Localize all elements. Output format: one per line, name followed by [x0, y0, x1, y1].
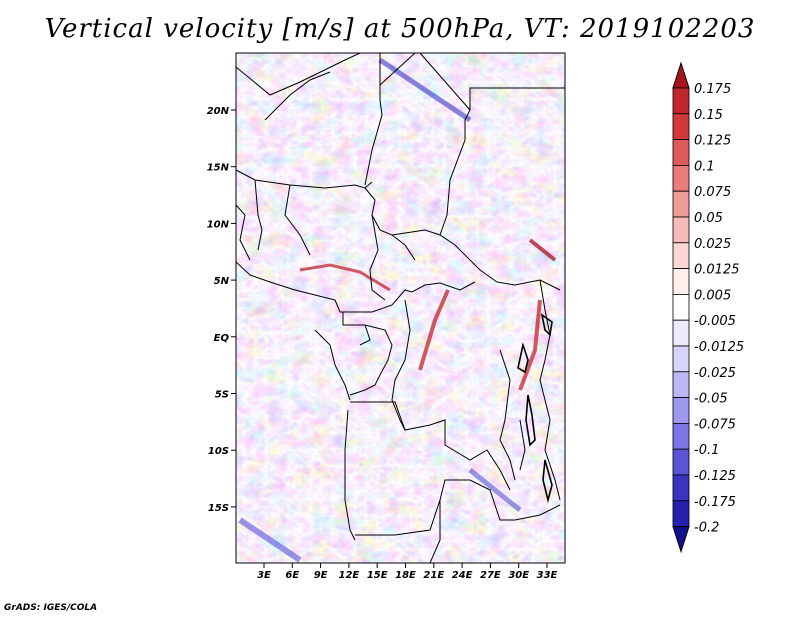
map-frame — [235, 52, 566, 564]
lat-label: EQ — [214, 333, 230, 344]
strong-downdraft-bands — [238, 57, 522, 563]
lon-label: 12E — [339, 570, 360, 581]
colorbar-segment — [672, 448, 690, 476]
colorbar-bottom-arrow — [672, 526, 690, 554]
colorbar-label: 0.005 — [694, 288, 731, 303]
colorbar-segment — [672, 371, 690, 398]
lon-label: 21E — [423, 570, 444, 581]
longitude-axis: 3E 6E 9E 12E 15E 18E 21E 24E 27E 30E 33E — [257, 563, 558, 581]
colorbar-label: 0.0125 — [694, 263, 740, 278]
lon-label: 18E — [395, 570, 416, 581]
latitude-axis: 20N 15N 10N 5N EQ 5S 10S 15S — [207, 106, 236, 514]
colorbar-label: 0.1 — [694, 159, 715, 174]
country-borders — [236, 53, 565, 563]
colorbar-label: 0.075 — [694, 185, 731, 200]
colorbar-label: -0.0125 — [694, 340, 744, 355]
colorbar-label: 0.175 — [694, 82, 731, 97]
colorbar-segment — [672, 474, 690, 502]
colorbar-segment — [672, 190, 690, 218]
colorbar-label: 0.15 — [694, 108, 723, 123]
strong-updraft-bands — [299, 238, 557, 391]
lat-label: 10S — [208, 446, 229, 457]
colorbar-segment — [672, 139, 690, 166]
colorbar-segment — [672, 293, 690, 321]
colorbar-label: -0.125 — [694, 469, 736, 484]
colorbar-segment — [672, 216, 690, 244]
map-title: Vertical velocity [m/s] at 500hPa, VT: 2… — [44, 14, 756, 44]
lat-label: 15N — [207, 163, 230, 174]
colorbar: 0.175 0.15 0.125 0.1 0.075 0.05 0.025 0.0125 0.0… — [672, 61, 744, 554]
colorbar-segment — [672, 242, 690, 270]
lat-label: 10N — [207, 219, 230, 230]
lon-label: 9E — [314, 570, 328, 581]
lon-label: 27E — [480, 570, 501, 581]
colorbar-segment — [672, 164, 690, 192]
colorbar-label: -0.005 — [694, 314, 736, 329]
lon-label: 30E — [508, 570, 529, 581]
colorbar-label: 0.125 — [694, 134, 731, 149]
colorbar-label: 0.025 — [694, 237, 731, 252]
grads-credit: GrADS: IGES/COLA — [4, 603, 98, 613]
lat-label: 15S — [208, 503, 229, 514]
colorbar-label: -0.175 — [694, 495, 736, 510]
colorbar-label: -0.1 — [694, 443, 719, 458]
lat-label: 20N — [207, 106, 230, 117]
colorbar-label: -0.05 — [694, 392, 728, 407]
colorbar-segment — [672, 345, 690, 373]
colorbar-label: -0.025 — [694, 366, 736, 381]
colorbar-segment — [672, 87, 690, 115]
colorbar-label: -0.075 — [694, 417, 736, 432]
colorbar-top-arrow — [672, 61, 690, 89]
lon-label: 6E — [285, 570, 299, 581]
colorbar-segment — [672, 422, 690, 450]
colorbar-segment — [672, 113, 690, 141]
colorbar-segment — [672, 268, 690, 295]
lat-label: 5N — [214, 276, 230, 287]
colorbar-segment — [672, 397, 690, 424]
lakes — [517, 313, 553, 504]
lon-label: 3E — [257, 570, 271, 581]
lon-label: 15E — [367, 570, 388, 581]
colorbar-label: 0.05 — [694, 211, 723, 226]
vertical-velocity-field — [236, 53, 565, 563]
lat-label: 5S — [215, 390, 229, 401]
colorbar-segment — [672, 500, 690, 527]
colorbar-label: -0.2 — [694, 521, 719, 536]
lon-label: 24E — [452, 570, 473, 581]
lon-label: 33E — [537, 570, 558, 581]
colorbar-segment — [672, 319, 690, 347]
